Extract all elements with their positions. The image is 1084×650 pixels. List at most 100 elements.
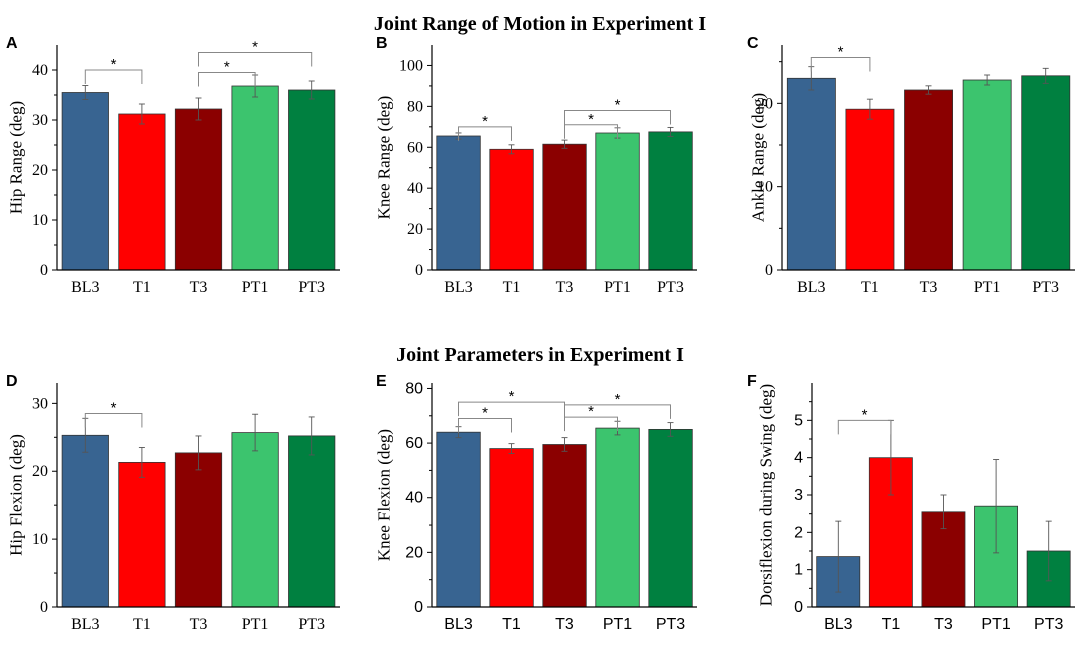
bottom-figure-title: Joint Parameters in Experiment I xyxy=(396,344,684,366)
significance-line xyxy=(84,413,143,428)
bar-bl3 xyxy=(61,92,109,271)
x-tick-label: PT1 xyxy=(603,616,632,633)
significance-star: * xyxy=(111,400,117,417)
y-tick-label: 3 xyxy=(794,487,803,504)
x-tick-label: BL3 xyxy=(71,616,99,633)
y-tick-label: 0 xyxy=(765,262,773,279)
significance-bracket: * xyxy=(84,56,143,84)
y-axis-title: Ankle Range (deg) xyxy=(749,93,768,222)
panel-label: C xyxy=(747,35,759,52)
significance-star: * xyxy=(838,44,844,61)
error-bar-t3 xyxy=(940,494,947,530)
bar-pt1 xyxy=(231,432,279,608)
y-tick-label: 60 xyxy=(405,435,423,452)
bar-pt3 xyxy=(288,435,336,608)
y-tick-label: 0 xyxy=(794,599,803,616)
panel-label: F xyxy=(747,373,757,390)
panel-label: D xyxy=(6,373,18,390)
significance-bracket: * xyxy=(564,111,618,139)
significance-bracket: * xyxy=(458,113,512,141)
bar-t3 xyxy=(542,143,587,271)
bar-bl3 xyxy=(436,431,481,608)
x-tick-label: PT3 xyxy=(298,616,325,633)
y-tick-label: 10 xyxy=(32,531,48,548)
y-tick-label: 5 xyxy=(794,412,803,429)
chart-panel-a: A * * * 0 10 20 30 40 BL3 T1 T3 PT1 PT3 Hip Range (deg… xyxy=(6,35,340,296)
significance-star: * xyxy=(588,403,594,420)
significance-line xyxy=(564,124,618,139)
top-figure-title: Joint Range of Motion in Experiment I xyxy=(374,13,706,35)
x-tick-label: T3 xyxy=(190,616,208,633)
x-tick-label: PT3 xyxy=(656,616,685,633)
y-axis-title: Dorsiflexion during Swing (deg) xyxy=(757,384,776,606)
significance-star: * xyxy=(588,111,594,128)
y-tick-label: 20 xyxy=(32,162,48,179)
y-tick-label: 0 xyxy=(415,262,423,279)
y-axis-title: Hip Range (deg) xyxy=(7,101,26,214)
x-tick-label: T1 xyxy=(133,279,151,296)
significance-star: * xyxy=(111,56,117,73)
error-bar-t1 xyxy=(866,98,873,120)
bar-pt3 xyxy=(288,89,336,271)
x-tick-label: T3 xyxy=(920,279,938,296)
y-tick-label: 20 xyxy=(405,544,423,561)
chart-panel-e: E * * * * 0 20 40 60 80 BL3 T1 T3 PT1 PT3 Knee Flexion … xyxy=(375,373,697,633)
significance-line xyxy=(458,126,512,141)
chart-panel-d: D * 0 10 20 30 BL3 T1 T3 PT1 PT3 Hip Flexion (deg) xyxy=(6,373,340,633)
y-tick-label: 40 xyxy=(32,62,48,79)
y-tick-label: 0 xyxy=(40,262,48,279)
error-bar-pt1 xyxy=(984,74,991,86)
error-bar-bl3 xyxy=(82,85,89,100)
bar-pt1 xyxy=(962,79,1012,271)
y-axis-title: Knee Flexion (deg) xyxy=(375,429,394,561)
error-bar-pt1 xyxy=(252,413,259,452)
significance-star: * xyxy=(224,59,230,76)
x-tick-label: PT1 xyxy=(974,279,1001,296)
x-tick-label: PT3 xyxy=(1032,279,1059,296)
significance-line xyxy=(198,72,256,87)
y-tick-label: 80 xyxy=(405,380,423,397)
y-tick-label: 40 xyxy=(407,180,423,197)
significance-line xyxy=(810,57,871,72)
bar-pt3 xyxy=(648,131,693,271)
y-tick-label: 100 xyxy=(399,57,423,74)
panel-label: E xyxy=(376,373,387,390)
error-bar-t3 xyxy=(195,97,202,121)
significance-bracket: * xyxy=(564,391,671,419)
x-tick-label: BL3 xyxy=(824,616,853,633)
error-bar-t3 xyxy=(561,139,568,149)
x-tick-label: PT1 xyxy=(981,616,1010,633)
bar-t1 xyxy=(118,113,166,271)
y-tick-label: 2 xyxy=(794,524,803,541)
y-tick-label: 30 xyxy=(32,395,48,412)
significance-line xyxy=(458,418,512,433)
y-tick-label: 20 xyxy=(407,221,423,238)
significance-star: * xyxy=(482,113,488,130)
error-bar-pt3 xyxy=(1042,67,1049,84)
significance-bracket: * xyxy=(198,59,256,87)
bar-pt3 xyxy=(648,428,693,608)
significance-star: * xyxy=(482,405,488,422)
chart-panel-c: C * 0 10 20 BL3 T1 T3 PT1 PT3 Ankle Range (deg) xyxy=(747,35,1075,296)
significance-line xyxy=(84,69,143,84)
x-tick-label: T1 xyxy=(503,279,521,296)
significance-bracket: * xyxy=(198,39,313,67)
y-tick-label: 4 xyxy=(794,450,803,467)
x-tick-label: T3 xyxy=(556,279,574,296)
significance-bracket: * xyxy=(837,406,892,435)
significance-star: * xyxy=(252,39,258,56)
chart-panel-f: F * 0 1 2 3 4 5 BL3 T1 T3 PT1 PT3 Dorsiflexion during… xyxy=(747,373,1075,633)
x-tick-label: T1 xyxy=(861,279,879,296)
bar-t1 xyxy=(845,108,895,271)
significance-star: * xyxy=(862,406,868,423)
x-tick-label: PT3 xyxy=(298,279,325,296)
y-tick-label: 0 xyxy=(40,599,48,616)
error-bar-pt3 xyxy=(308,416,315,456)
error-bar-t1 xyxy=(138,447,145,478)
y-tick-label: 80 xyxy=(407,98,423,115)
error-bar-t1 xyxy=(508,144,515,155)
y-axis-title: Knee Range (deg) xyxy=(375,96,394,220)
significance-bracket: * xyxy=(458,388,565,417)
bar-t3 xyxy=(174,108,223,271)
